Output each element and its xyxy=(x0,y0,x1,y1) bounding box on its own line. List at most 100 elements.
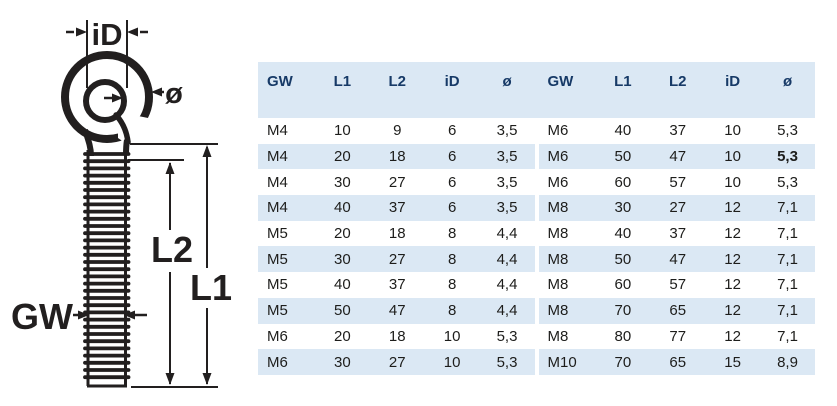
table-cell: 37 xyxy=(669,122,687,140)
table-cell: M10 xyxy=(547,353,577,371)
table-row-group: M8 70 65 12 7,1 xyxy=(538,297,815,324)
table-cell: M5 xyxy=(267,225,288,243)
table-row-group: M5 30 27 8 4,4 xyxy=(258,246,535,273)
table-cell: 47 xyxy=(669,148,687,166)
gw-arrowhead-left xyxy=(78,310,89,320)
table-cell: 10 xyxy=(443,353,461,371)
table-cell: 5,3 xyxy=(777,122,798,140)
table-cell: 7,1 xyxy=(777,250,798,268)
table-cell: 8 xyxy=(447,276,457,294)
dia-arrowhead-inner xyxy=(112,93,123,103)
column-header-id: iD xyxy=(444,73,460,90)
table-row-group: M6 30 27 10 5,3 xyxy=(258,349,535,375)
table-cell: 57 xyxy=(669,276,687,294)
table-cell: 5,3 xyxy=(496,353,518,371)
table-cell: 10 xyxy=(724,148,741,166)
column-header-l2: L2 xyxy=(388,73,406,90)
table-cell: 40 xyxy=(334,199,351,217)
table-cell: 12 xyxy=(724,327,741,345)
table-cell: 30 xyxy=(334,250,351,268)
table-cell: 27 xyxy=(388,250,406,268)
table-row-group: M8 60 57 12 7,1 xyxy=(539,272,816,298)
table-cell: 70 xyxy=(614,302,632,320)
table-row: M5 50 47 8 4,4 M8 70 65 12 7,1 xyxy=(258,297,815,324)
table-cell: M6 xyxy=(547,122,569,140)
table-cell: 10 xyxy=(334,122,351,140)
table-row: M5 30 27 8 4,4 M8 50 47 12 7,1 xyxy=(258,246,815,273)
table-cell: 3,5 xyxy=(496,122,518,140)
table-row-group: M6 60 57 10 5,3 xyxy=(539,169,816,195)
thread-lines xyxy=(83,152,131,380)
table-cell: 3,5 xyxy=(496,199,518,217)
table-row-group: M5 20 18 8 4,4 xyxy=(258,221,535,247)
table-cell: 7,1 xyxy=(777,302,798,320)
table-cell: 4,4 xyxy=(496,250,518,268)
id-arrowhead-right xyxy=(127,27,138,37)
table-cell: M5 xyxy=(267,276,288,294)
table-cell: M8 xyxy=(547,225,569,243)
table-cell: 30 xyxy=(334,353,351,371)
table-row-group: M10 70 65 15 8,9 xyxy=(538,349,815,375)
table-cell: 7,1 xyxy=(777,225,798,243)
table-cell: 70 xyxy=(614,353,632,371)
table-cell: 6 xyxy=(447,148,457,166)
table-row: M4 20 18 6 3,5 M6 50 47 10 5,3 xyxy=(258,143,815,170)
table-cell: 7,1 xyxy=(777,199,798,217)
table-row-group: M4 30 27 6 3,5 xyxy=(258,169,535,195)
table-row-group: M4 10 9 6 3,5 xyxy=(258,118,535,144)
table-cell: 12 xyxy=(724,225,741,243)
table-cell: M6 xyxy=(547,148,569,166)
table-cell: 18 xyxy=(388,148,406,166)
table-cell: 10 xyxy=(724,173,741,191)
table-cell: M4 xyxy=(267,148,288,166)
eye-inner-hole xyxy=(83,79,127,123)
table-row: M5 20 18 8 4,4 M8 40 37 12 7,1 xyxy=(258,221,815,247)
table-cell: 20 xyxy=(334,327,351,345)
table-cell: 10 xyxy=(724,122,741,140)
table-cell: 77 xyxy=(669,327,687,345)
column-header-dia: ø xyxy=(502,73,512,90)
table-cell: 18 xyxy=(388,327,406,345)
table-row-group: M8 50 47 12 7,1 xyxy=(538,246,815,273)
table-cell: 4,4 xyxy=(496,225,518,243)
table-cell: 5,3 xyxy=(777,173,798,191)
column-header-l2: L2 xyxy=(668,73,687,90)
table-cell: M4 xyxy=(267,173,288,191)
table-row: M5 40 37 8 4,4 M8 60 57 12 7,1 xyxy=(258,272,815,298)
table-row-group: M6 50 47 10 5,3 xyxy=(538,143,815,170)
table-cell: M5 xyxy=(267,302,288,320)
wire-end xyxy=(113,112,131,145)
column-header-l1: L1 xyxy=(614,73,632,90)
gw-arrowhead-right xyxy=(124,310,135,320)
table-body: M4 10 9 6 3,5 M6 40 37 10 5,3 M4 20 18 6 3,5 M6 50 47 10 5,… xyxy=(258,118,815,375)
table-cell: M4 xyxy=(267,199,288,217)
column-header-gw: GW xyxy=(547,73,574,90)
eyebolt-diagram: iD ø L2 L1 GW xyxy=(0,0,250,406)
table-row-group: M4 20 18 6 3,5 xyxy=(258,143,535,170)
table-cell: 9 xyxy=(393,122,402,140)
table-cell: 6 xyxy=(447,173,457,191)
table-cell: M5 xyxy=(267,250,288,268)
table-cell: 10 xyxy=(443,327,461,345)
table-cell: 4,4 xyxy=(496,302,518,320)
table-row-group: M6 20 18 10 5,3 xyxy=(258,324,535,350)
table-cell: M8 xyxy=(547,199,569,217)
table-cell: 4,4 xyxy=(496,276,518,294)
table-cell: 40 xyxy=(614,122,632,140)
header-group-left: GW L1 L2 iD ø xyxy=(258,62,535,118)
column-header-gw: GW xyxy=(267,73,293,90)
table-cell: 80 xyxy=(614,327,632,345)
column-header-id: iD xyxy=(725,73,741,90)
table-cell: 40 xyxy=(334,276,351,294)
eyebolt-technical-drawing: iD ø L2 L1 GW xyxy=(11,17,232,388)
table-cell: M8 xyxy=(547,250,569,268)
table-cell: M8 xyxy=(547,327,569,345)
table-cell: 6 xyxy=(447,199,457,217)
table-cell: 30 xyxy=(614,199,632,217)
eye-outer-ring xyxy=(61,51,153,143)
table-cell: 27 xyxy=(388,353,406,371)
l2-arrowhead-up xyxy=(165,162,175,174)
table-row-group: M6 40 37 10 5,3 xyxy=(539,118,816,144)
table-cell: 50 xyxy=(614,148,632,166)
